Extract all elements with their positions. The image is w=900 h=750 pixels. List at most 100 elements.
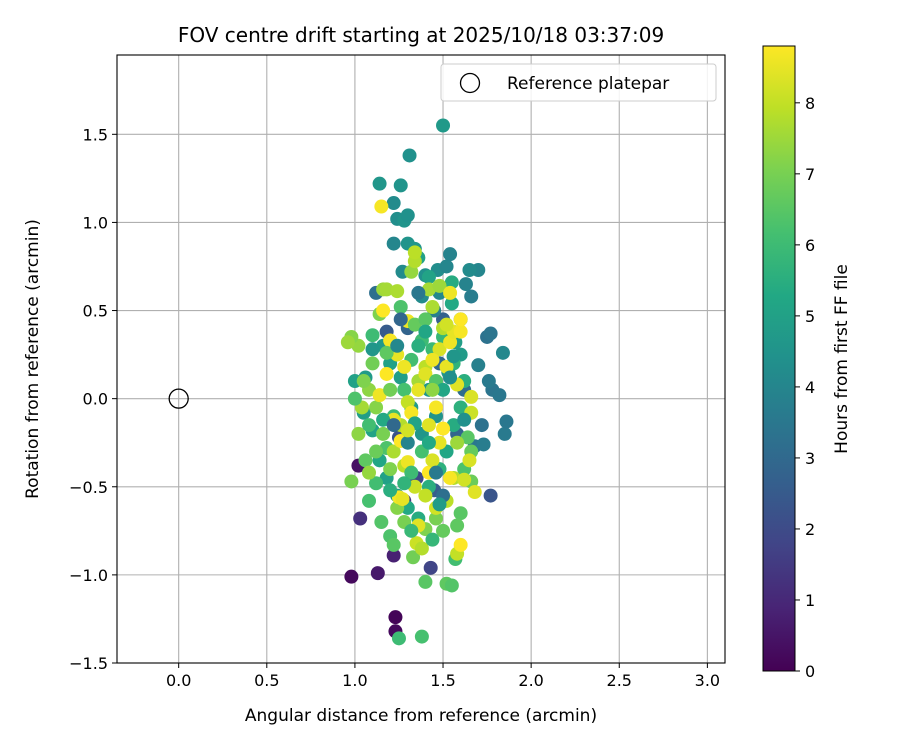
colorbar-tick-label: 6 [805, 236, 815, 255]
x-tick-label: 2.0 [518, 671, 543, 690]
x-tick-label: 0.0 [166, 671, 191, 690]
data-point [397, 382, 412, 397]
data-point [374, 515, 389, 530]
data-point [372, 176, 387, 191]
data-point [428, 465, 443, 480]
data-point [365, 342, 380, 357]
scatter-points [340, 118, 514, 646]
x-tick-label: 2.5 [607, 671, 632, 690]
data-point [450, 435, 465, 450]
data-point [400, 395, 415, 410]
data-point [428, 400, 443, 415]
data-point [404, 405, 419, 420]
data-point [421, 418, 436, 433]
data-point [492, 388, 507, 403]
x-tick-label: 0.5 [254, 671, 279, 690]
data-point [386, 418, 401, 433]
y-tick-label: 0.0 [83, 390, 108, 409]
data-point [453, 312, 468, 327]
data-point [379, 345, 394, 360]
data-point [407, 317, 422, 332]
data-point [411, 338, 426, 353]
data-point [428, 511, 443, 526]
data-point [390, 338, 405, 353]
data-point [397, 359, 412, 374]
data-point [393, 178, 408, 193]
data-point [425, 300, 440, 315]
data-point [425, 352, 440, 367]
data-point [476, 437, 491, 452]
plot-frame [116, 54, 726, 664]
colorbar-tick-label: 4 [805, 378, 815, 397]
data-point [436, 118, 451, 133]
data-point [344, 569, 359, 584]
data-point [353, 511, 368, 526]
data-point [421, 282, 436, 297]
data-point [471, 358, 486, 373]
y-axis-ticks: −1.5 −1.0 −0.5 0.0 0.5 1.0 1.5 [69, 125, 117, 673]
colorbar: 0 1 2 3 4 5 6 7 8 Hours from first FF file [762, 45, 852, 681]
data-point [462, 263, 477, 278]
data-point [386, 236, 401, 251]
data-point [497, 426, 512, 441]
data-point [374, 199, 389, 214]
data-point [453, 400, 468, 415]
data-point [406, 550, 421, 565]
data-point [467, 485, 482, 500]
data-point [400, 455, 415, 470]
data-point [344, 474, 359, 489]
data-point [421, 270, 436, 285]
data-point [443, 247, 458, 262]
data-point [386, 444, 401, 459]
data-point [369, 476, 384, 491]
gridlines [117, 55, 725, 664]
x-axis-label: Angular distance from reference (arcmin) [245, 706, 597, 726]
data-point [376, 412, 391, 427]
data-point [400, 435, 415, 450]
data-point [347, 391, 362, 406]
data-point [397, 476, 412, 491]
data-point [369, 444, 384, 459]
x-tick-label: 3.0 [695, 671, 720, 690]
y-tick-label: 1.5 [83, 125, 108, 144]
colorbar-ticks: 0 1 2 3 4 5 6 7 8 [795, 94, 815, 681]
data-point [351, 426, 366, 441]
data-point [411, 382, 426, 397]
data-point [453, 506, 468, 521]
data-point [362, 418, 377, 433]
data-point [432, 278, 447, 293]
data-point [462, 453, 477, 468]
data-point [356, 374, 371, 389]
colorbar-tick-label: 3 [805, 449, 815, 468]
data-point [393, 370, 408, 385]
data-point [444, 578, 459, 593]
y-tick-label: 0.5 [83, 302, 108, 321]
data-point [443, 470, 458, 485]
data-point [443, 335, 458, 350]
data-point [464, 289, 479, 304]
data-point [483, 326, 498, 341]
data-point [444, 296, 459, 311]
data-point [444, 275, 459, 290]
data-point [432, 435, 447, 450]
data-point [464, 389, 479, 404]
data-point [423, 560, 438, 575]
data-point [439, 259, 454, 274]
data-point [418, 488, 433, 503]
legend-label: Reference platepar [507, 74, 669, 94]
data-point [446, 349, 461, 364]
data-point [443, 285, 458, 300]
data-point [453, 537, 468, 552]
data-point [362, 465, 377, 480]
data-point [495, 345, 510, 360]
data-point [362, 493, 377, 508]
y-axis-label: Rotation from reference (arcmin) [23, 219, 43, 499]
data-point [418, 366, 433, 381]
data-point [390, 284, 405, 299]
data-point [388, 610, 403, 625]
data-point [453, 324, 468, 339]
data-point [499, 414, 514, 429]
data-point [418, 574, 433, 589]
data-point [379, 282, 394, 297]
